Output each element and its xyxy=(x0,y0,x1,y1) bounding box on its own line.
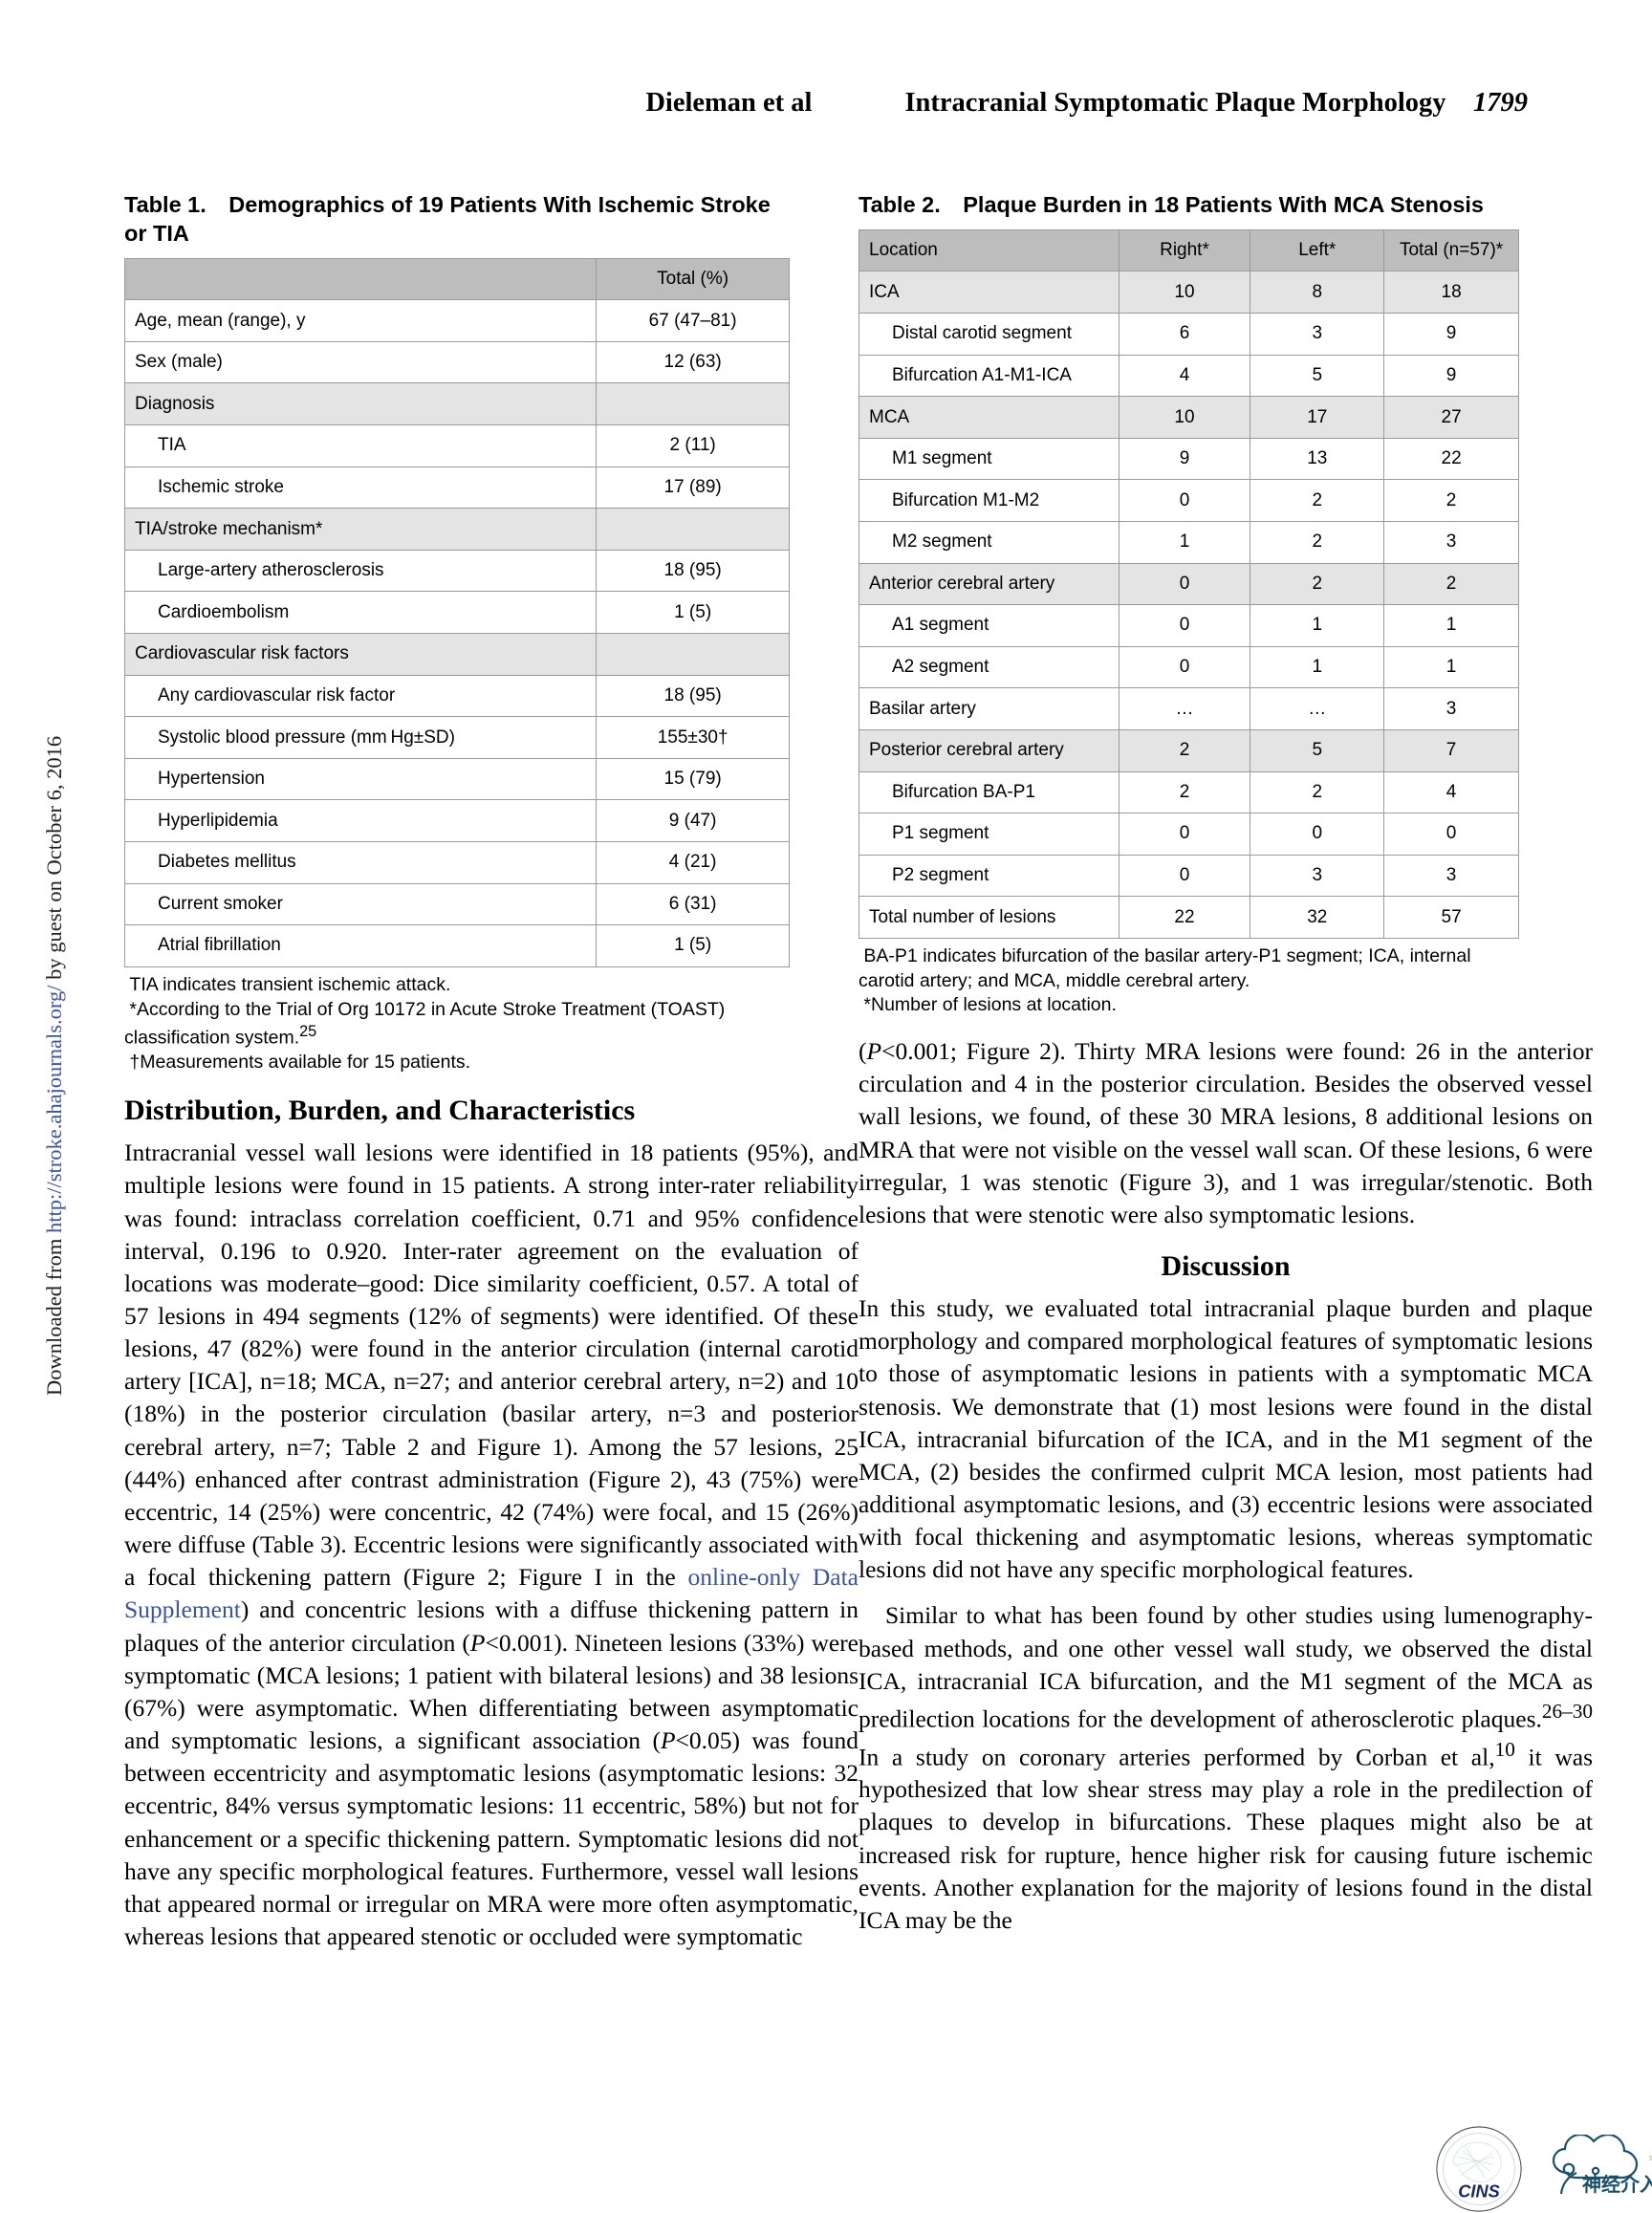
svg-text:CINS: CINS xyxy=(1458,2182,1499,2202)
svg-text:神经介入在线: 神经介入在线 xyxy=(1582,2173,1652,2196)
